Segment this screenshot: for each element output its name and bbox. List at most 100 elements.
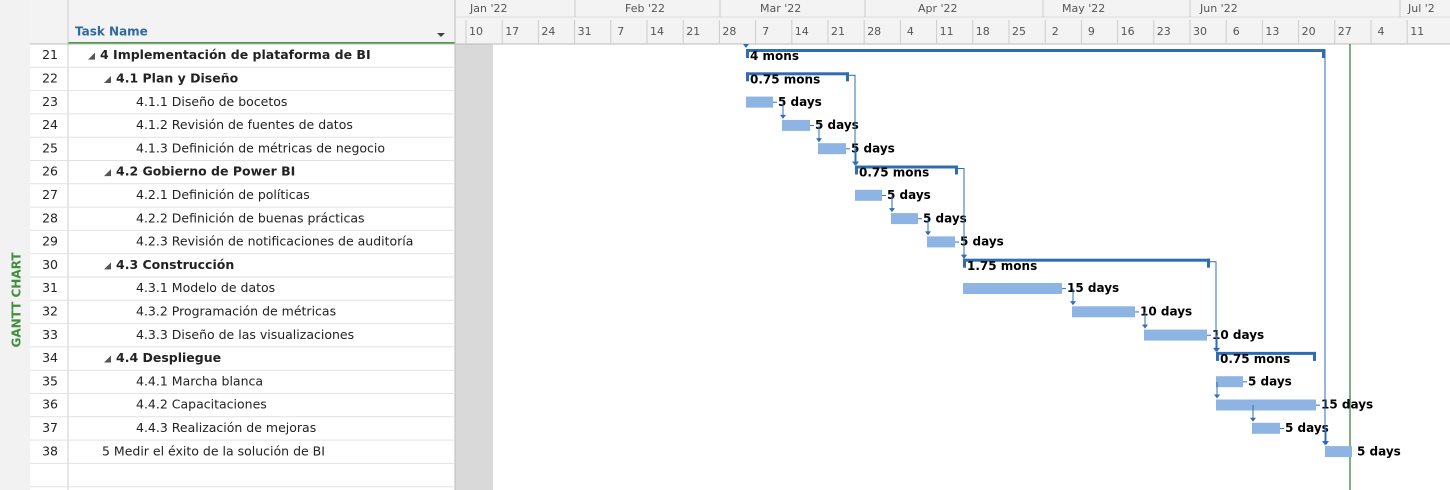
- row-id: 30: [42, 257, 58, 272]
- task-name[interactable]: 5 Medir el éxito de la solución de BI: [102, 443, 325, 458]
- task-bar[interactable]: [1216, 376, 1243, 388]
- collapse-toggle[interactable]: [104, 75, 111, 83]
- task-name[interactable]: 4.2.3 Revisión de notificaciones de audi…: [136, 234, 413, 249]
- task-bar[interactable]: [963, 283, 1062, 294]
- collapse-toggle[interactable]: [104, 262, 111, 270]
- summary-cap: [746, 49, 749, 58]
- week-label: 14: [650, 25, 664, 38]
- arrowhead: [961, 254, 967, 259]
- row-id: 33: [42, 327, 58, 342]
- summary-cap: [1322, 49, 1325, 58]
- row-id: 34: [42, 350, 58, 365]
- task-name[interactable]: 4.2.2 Definición de buenas prácticas: [136, 210, 365, 225]
- week-label: 7: [617, 25, 624, 38]
- month-label: Mar '22: [760, 2, 801, 15]
- duration-label: 5 days: [778, 95, 822, 109]
- task-name[interactable]: 4.4.2 Capacitaciones: [136, 397, 267, 412]
- dependency: [849, 74, 856, 163]
- month-label: May '22: [1062, 2, 1105, 15]
- column-header[interactable]: Task Name: [75, 25, 148, 39]
- arrowhead: [780, 114, 786, 119]
- task-name[interactable]: 4.2.1 Definición de políticas: [136, 187, 310, 202]
- week-label: 28: [867, 25, 881, 38]
- duration-label: 1.75 mons: [967, 259, 1037, 273]
- task-bar[interactable]: [1144, 329, 1207, 341]
- task-name[interactable]: 4.4 Despliegue: [116, 350, 221, 365]
- week-label: 4: [1378, 25, 1385, 38]
- row-id: 38: [42, 443, 58, 458]
- arrowhead: [1250, 417, 1256, 422]
- row-id: 36: [42, 397, 58, 412]
- task-bar[interactable]: [855, 189, 882, 201]
- row-id: 27: [42, 187, 58, 202]
- dropdown-arrow[interactable]: [437, 33, 445, 37]
- arrowhead: [1322, 441, 1328, 446]
- task-name[interactable]: 4.1.2 Revisión de fuentes de datos: [136, 117, 353, 132]
- week-label: 11: [940, 25, 954, 38]
- duration-label: 10 days: [1212, 328, 1264, 342]
- task-name[interactable]: 4.4.1 Marcha blanca: [136, 373, 263, 388]
- row-id: 23: [42, 94, 58, 109]
- task-bar[interactable]: [1325, 446, 1352, 458]
- task-bar[interactable]: [782, 119, 810, 131]
- arrowhead: [1214, 394, 1220, 399]
- task-bar[interactable]: [746, 96, 773, 108]
- task-bar[interactable]: [1072, 306, 1135, 318]
- task-name[interactable]: 4 Implementación de plataforma de BI: [100, 47, 371, 62]
- row-id: 28: [42, 210, 58, 225]
- summary-cap: [963, 258, 966, 268]
- week-label: 30: [1193, 25, 1207, 38]
- week-label: 21: [831, 25, 845, 38]
- row-id: 26: [42, 164, 58, 179]
- duration-label: 0.75 mons: [1220, 352, 1290, 366]
- summary-cap: [855, 165, 858, 175]
- task-name[interactable]: 4.1 Plan y Diseño: [116, 70, 239, 85]
- collapse-toggle[interactable]: [88, 52, 95, 60]
- month-label: Feb '22: [625, 2, 665, 15]
- month-label: Apr '22: [918, 2, 958, 15]
- arrowhead: [889, 208, 895, 213]
- task-name[interactable]: 4.1.1 Diseño de bocetos: [136, 94, 287, 109]
- task-bar[interactable]: [1252, 422, 1280, 434]
- task-name[interactable]: 4.1.3 Definición de métricas de negocio: [136, 140, 385, 155]
- task-bar[interactable]: [891, 213, 918, 225]
- task-bar[interactable]: [1216, 399, 1316, 411]
- duration-label: 5 days: [923, 211, 967, 225]
- task-bar[interactable]: [818, 143, 846, 155]
- collapse-toggle[interactable]: [104, 355, 111, 363]
- month-label: Jan '22: [469, 2, 507, 15]
- summary-bar: [855, 165, 958, 169]
- arrowhead: [1070, 301, 1076, 306]
- row-id: 35: [42, 373, 58, 388]
- task-name[interactable]: 4.4.3 Realización de mejoras: [136, 420, 316, 435]
- duration-label: 5 days: [887, 188, 931, 202]
- row-id: 37: [42, 420, 58, 435]
- task-bar[interactable]: [927, 236, 955, 248]
- nonworking-shade: [455, 44, 493, 490]
- row-id: 24: [42, 117, 58, 132]
- dependency: [1210, 261, 1217, 349]
- task-name[interactable]: 4.3.1 Modelo de datos: [136, 280, 275, 295]
- week-label: 28: [722, 25, 736, 38]
- task-name[interactable]: 4.2 Gobierno de Power BI: [116, 164, 295, 179]
- task-name[interactable]: 4.3.3 Diseño de las visualizaciones: [136, 327, 354, 342]
- summary-bar: [746, 72, 849, 76]
- duration-label: 4 mons: [750, 49, 799, 63]
- week-label: 6: [1233, 25, 1240, 38]
- summary-cap: [1216, 351, 1219, 361]
- row-id: 32: [42, 303, 58, 318]
- collapse-toggle[interactable]: [104, 169, 111, 177]
- week-label: 16: [1121, 25, 1135, 38]
- duration-label: 10 days: [1140, 304, 1192, 318]
- task-name[interactable]: 4.3 Construcción: [116, 257, 234, 272]
- week-label: 7: [762, 25, 769, 38]
- arrowhead: [743, 44, 749, 48]
- duration-label: 15 days: [1067, 281, 1119, 295]
- arrowhead: [816, 138, 822, 143]
- week-label: 20: [1302, 25, 1316, 38]
- duration-label: 15 days: [1321, 398, 1373, 412]
- arrowhead: [852, 161, 858, 166]
- task-name[interactable]: 4.3.2 Programación de métricas: [136, 303, 336, 318]
